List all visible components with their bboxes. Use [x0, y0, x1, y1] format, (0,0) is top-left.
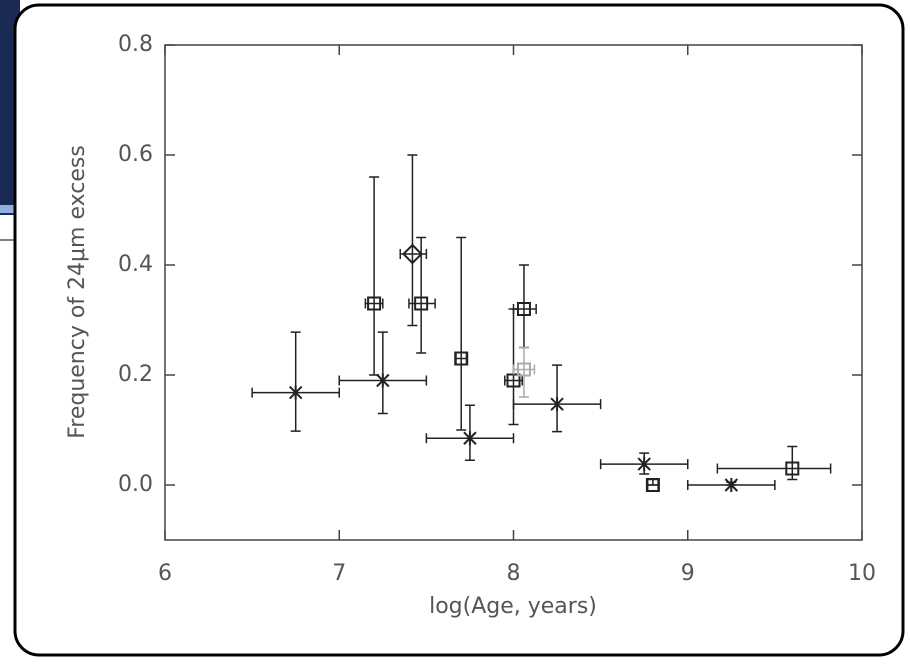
x-error-bar: [716, 463, 832, 474]
y-error-bar: [290, 331, 301, 432]
point: [367, 296, 382, 311]
point: [550, 397, 564, 412]
x-tick-label: 7: [332, 561, 346, 586]
point: [376, 373, 390, 388]
point: [288, 385, 303, 400]
y-tick-label: 0.6: [118, 142, 153, 167]
point: [463, 431, 477, 446]
x-tick-label: 9: [681, 561, 695, 586]
x-tick-label: 10: [848, 561, 876, 586]
y-error-bar: [416, 236, 427, 354]
y-tick-label: 0.2: [118, 362, 153, 387]
point: [414, 296, 429, 311]
x-tick-label: 6: [158, 561, 172, 586]
point: [645, 478, 660, 492]
y-error-bar: [456, 236, 467, 431]
y-tick-label: 0.4: [118, 252, 153, 277]
frame: [13, 3, 905, 657]
y-tick-label: 0.8: [118, 32, 153, 57]
point: [785, 461, 800, 476]
point: [402, 243, 423, 265]
point: [516, 362, 531, 377]
y-error-bar: [518, 346, 529, 398]
background-image-stripe: [0, 205, 20, 213]
y-error-bar: [407, 154, 418, 327]
y-tick-label: 0.0: [118, 472, 153, 497]
point: [724, 478, 739, 492]
y-error-bar: [369, 176, 380, 376]
point: [516, 302, 531, 316]
point: [637, 457, 651, 472]
x-axis-title: log(Age, years): [429, 594, 597, 619]
y-error-bar: [377, 331, 388, 415]
point: [454, 351, 469, 366]
x-tick-label: 8: [507, 561, 521, 586]
y-axis-title: Frequency of 24μm excess: [65, 145, 90, 439]
x-error-bar: [408, 298, 436, 309]
